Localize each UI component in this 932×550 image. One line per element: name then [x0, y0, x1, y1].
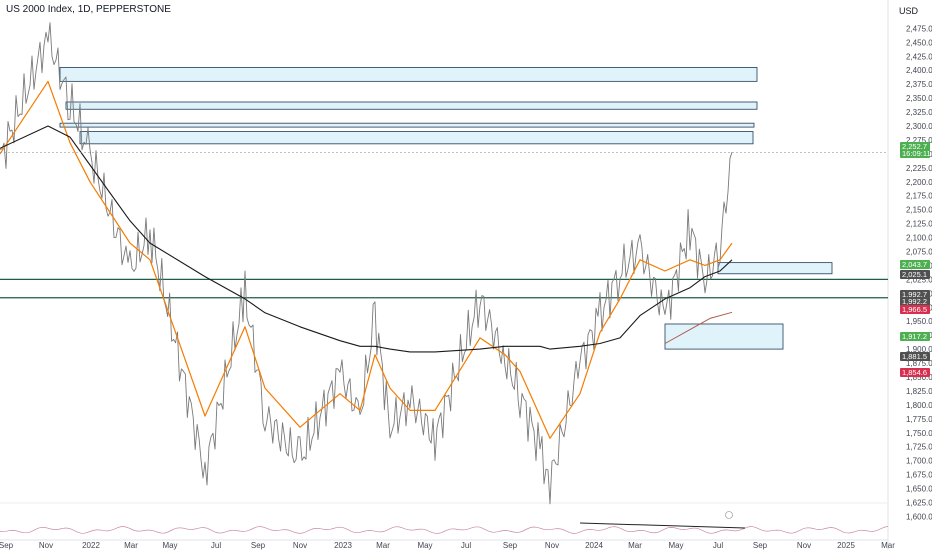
price-tag	[900, 290, 930, 299]
price-tag	[900, 142, 930, 158]
price-tag	[900, 297, 930, 306]
y-tick-label: 2,225.0	[906, 164, 932, 173]
x-tick-label: Nov	[545, 541, 559, 550]
y-tick-label: 2,300.0	[906, 122, 932, 131]
y-tick-label: 1,875.0	[906, 359, 932, 368]
x-tick-label: Sep	[503, 541, 518, 550]
x-tick-label: Sep	[251, 541, 266, 550]
y-tick-label: 1,950.0	[906, 317, 932, 326]
y-tick-label: 1,800.0	[906, 401, 932, 410]
price-tag-value: 2,252.7	[902, 142, 927, 151]
y-tick-label: 1,725.0	[906, 443, 932, 452]
x-tick-label: Mar	[881, 541, 895, 550]
y-tick-label: 1,600.0	[906, 512, 932, 521]
price-tag	[900, 352, 930, 361]
oscillator-line	[0, 526, 889, 534]
price-tag	[900, 260, 930, 269]
y-tick-label: 1,775.0	[906, 415, 932, 424]
price-series-line	[0, 22, 733, 505]
x-tick-label: 2022	[82, 541, 100, 550]
y-tick-label: 1,700.0	[906, 457, 932, 466]
x-tick-label: May	[162, 541, 177, 550]
y-tick-label: 1,675.0	[906, 471, 932, 480]
x-tick-label: 2024	[585, 541, 603, 550]
y-tick-label: 2,450.0	[906, 38, 932, 47]
y-tick-label: 2,325.0	[906, 108, 932, 117]
y-tick-label: 2,150.0	[906, 206, 932, 215]
y-tick-label: 2,350.0	[906, 94, 932, 103]
y-tick-label: 2,475.0	[906, 24, 932, 33]
y-tick-label: 1,850.0	[906, 373, 932, 382]
supply-demand-zone	[59, 122, 755, 128]
price-tag-value: 1,966.5	[902, 305, 927, 314]
price-tag-value: 2,043.7	[902, 260, 927, 269]
supply-demand-zone	[717, 262, 833, 275]
price-tag-countdown: 16:09:11	[902, 149, 931, 158]
y-tick-label: 2,025.0	[906, 275, 932, 284]
y-tick-label: 2,375.0	[906, 80, 932, 89]
y-tick-label: 2,075.0	[906, 247, 932, 256]
y-tick-label: 2,400.0	[906, 66, 932, 75]
supply-demand-zone	[65, 101, 758, 110]
y-tick-label: 2,425.0	[906, 52, 932, 61]
price-tag	[900, 305, 930, 314]
y-tick-label: 2,275.0	[906, 136, 932, 145]
sma-mid-line	[664, 311, 733, 344]
price-tag	[900, 270, 930, 279]
price-tag-value: 2,025.1	[902, 270, 927, 279]
y-tick-label: 1,650.0	[906, 485, 932, 494]
x-tick-label: Nov	[293, 541, 307, 550]
price-tag-value: 1,917.2	[902, 332, 927, 341]
supply-demand-zone	[79, 131, 754, 145]
y-tick-label: 1,750.0	[906, 429, 932, 438]
x-tick-label: Sep	[0, 541, 14, 550]
ema-fast-line	[0, 80, 733, 439]
x-tick-label: Jul	[211, 541, 221, 550]
sma-slow-line	[0, 125, 733, 353]
y-tick-label: 1,825.0	[906, 387, 932, 396]
price-tag	[900, 332, 930, 341]
x-tick-label: May	[668, 541, 683, 550]
y-tick-label: 1,625.0	[906, 498, 932, 507]
x-tick-label: Sep	[753, 541, 768, 550]
x-tick-label: Nov	[797, 541, 811, 550]
price-tag-value: 1,881.5	[902, 352, 927, 361]
currency-label: USD	[898, 6, 918, 16]
x-tick-label: Mar	[376, 541, 390, 550]
x-tick-label: Mar	[628, 541, 642, 550]
x-tick-label: Jul	[713, 541, 723, 550]
x-tick-label: Jul	[461, 541, 471, 550]
x-tick-label: 2025	[837, 541, 855, 550]
chart-title: US 2000 Index, 1D, PEPPERSTONE	[6, 4, 171, 15]
x-tick-label: Mar	[124, 541, 138, 550]
price-tag-value: 1,992.2	[902, 297, 927, 306]
y-tick-label: 2,100.0	[906, 234, 932, 243]
alert-icon	[725, 511, 733, 519]
price-tag	[900, 368, 930, 377]
x-tick-label: May	[417, 541, 432, 550]
x-tick-label: Nov	[39, 541, 53, 550]
x-tick-label: 2023	[334, 541, 352, 550]
divergence-line	[579, 522, 746, 529]
y-tick-label: 2,125.0	[906, 220, 932, 229]
supply-demand-zone	[664, 323, 784, 350]
price-tag-value: 1,854.6	[902, 368, 927, 377]
price-tag-value: 1,992.7	[902, 290, 927, 299]
y-tick-label: 2,200.0	[906, 178, 932, 187]
supply-demand-zone	[59, 67, 758, 82]
y-tick-label: 2,175.0	[906, 192, 932, 201]
y-tick-label: 1,900.0	[906, 345, 932, 354]
